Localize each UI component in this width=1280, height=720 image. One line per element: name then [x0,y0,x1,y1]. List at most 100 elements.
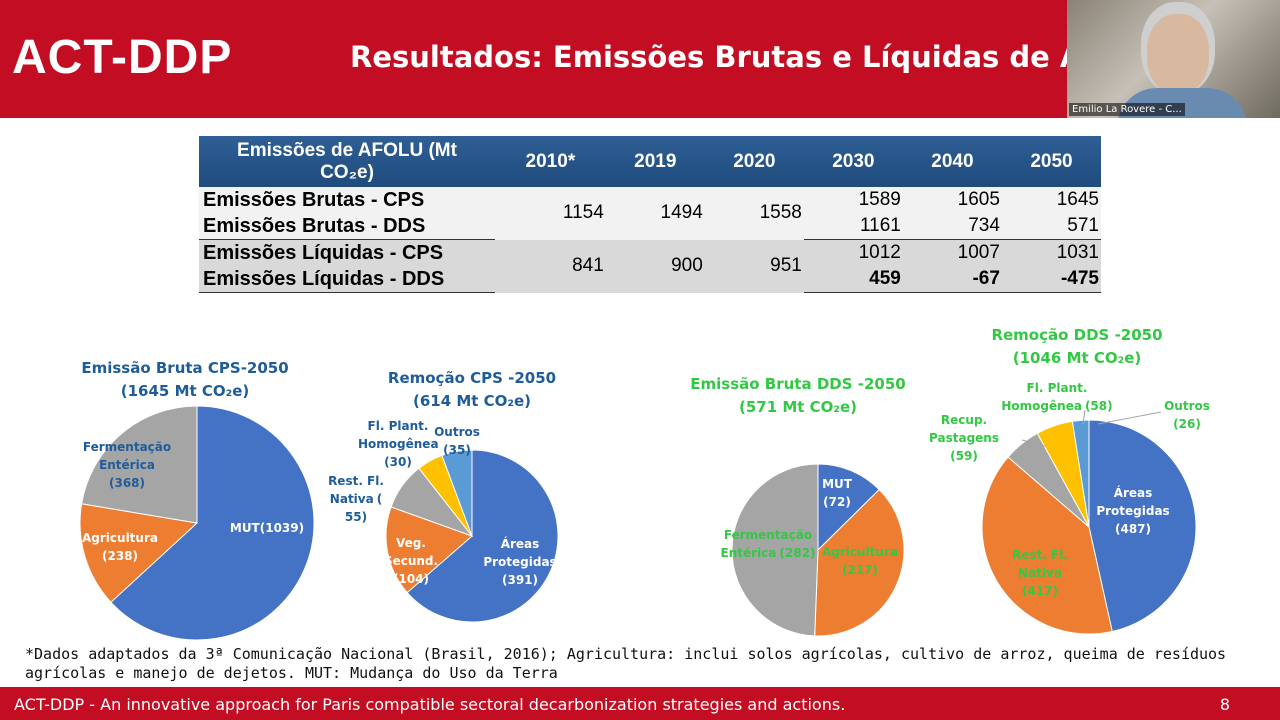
slide-title: Resultados: Emissões Brutas e Líquidas d… [350,40,1146,74]
pie-slice [814,488,905,637]
value-cell: 459 [803,266,903,293]
pie-slice [110,405,315,641]
footnote: *Dados adaptados da 3ª Comunicação Nacio… [25,645,1227,682]
value-cell: 951 [704,239,804,293]
row-label: Emissões Brutas - CPS [199,187,495,213]
slice-value: (282) [779,546,816,560]
row-label: Emissões Líquidas - DDS [199,266,495,293]
header-bar: ACT-DDP Resultados: Emissões Brutas e Lí… [0,0,1280,118]
slice-category: Fermentação Entérica [720,528,813,560]
header-cell: 2030 [803,136,903,187]
value-cell: 841 [495,239,606,293]
chart-title: Remoção DDS -2050 (1046 Mt CO₂e) [991,324,1162,370]
slice-value: (58) [1084,399,1113,413]
slice-value: (72) [823,495,851,509]
slice-label: Agricultura (238) [75,529,165,565]
pie-slice [731,463,819,637]
value-cell: 1494 [605,187,705,240]
table-row: Emissões Brutas - CPS 1154 1494 1558 1589 160… [199,187,1101,240]
pie-slice [79,503,199,603]
leader-line [1097,411,1162,425]
slice-value: (487) [1114,522,1152,536]
slice-label: Outros (35) [432,423,482,459]
slice-category: Fl. Plant. Homogênea [358,419,439,451]
slice-value: ( 55) [344,492,383,524]
slice-label: Áreas Protegidas (487) [1093,484,1173,538]
slice-value: (217) [841,563,879,577]
value-cell: 1154 [495,187,606,240]
table-row: Emissões Líquidas - DDS 459 -67 -475 [199,266,1101,293]
chart-title-line: Emissão Bruta CPS-2050 [81,359,289,377]
slice-value: (35) [443,443,471,457]
chart-title-line: Emissão Bruta DDS -2050 [690,375,906,393]
slice-label: Agricultura (217) [815,543,905,579]
slice-category: MUT [822,477,852,491]
slice-value: (238) [101,549,139,563]
row-label: Emissões Brutas - DDS [199,213,495,240]
table-row: Emissões Líquidas - CPS 841 900 951 1012 1007… [199,239,1101,293]
slice-category: MUT [229,521,260,535]
slice-label: Fermentação Entérica (368) [77,438,177,492]
chart-subtitle: (1046 Mt CO₂e) [1012,349,1142,367]
pie-slice [817,463,880,552]
slice-category: Outros [434,425,480,439]
table-row: Emissões Brutas - DDS 1161 734 571 [199,213,1101,240]
webcam-video: Emilio La Rovere - C... [1067,0,1280,118]
value-cell: 1012 [803,239,903,266]
header-cell: 2050 [1001,136,1101,187]
value-cell: 571 [1001,213,1101,240]
leader-line [1021,439,1046,447]
slice-label: Rest. Fl. Nativa (417) [1005,546,1075,600]
slice-label: Recup. Pastagens (59) [924,411,1004,465]
slice-label: Outros (26) [1157,397,1217,433]
slice-label: MUT(1039) [212,519,322,537]
slice-category: Outros [1164,399,1210,413]
header-cell: 2010* [495,136,606,187]
slice-label: MUT (72) [817,475,857,511]
slice-value: (391) [501,573,539,587]
page-number: 8 [1219,695,1230,714]
value-cell: 1645 [1001,187,1101,213]
slice-label: Veg. Secund. (104) [381,534,441,588]
header-cell: 2019 [605,136,705,187]
slice-value: (417) [1021,584,1059,598]
row-label: Emissões Líquidas - CPS [199,239,495,266]
header-row: Emissões de AFOLU (Mt CO₂e) 2010* 2019 2020… [199,136,1101,187]
slice-value: (59) [950,449,978,463]
slice-category: Rest. Fl. Nativa [328,474,384,506]
slice-label: Fermentação Entérica (282) [718,526,818,562]
slice-label: Rest. Fl. Nativa( 55) [321,472,391,526]
footer-text: ACT-DDP - An innovative approach for Par… [14,695,846,714]
slice-value: (1039) [259,521,305,535]
pie-slice [1071,419,1090,528]
slice-value: (104) [392,572,430,586]
slice-value: (368) [108,476,146,490]
chart-subtitle: (1645 Mt CO₂e) [120,382,250,400]
slice-label: Fl. Plant. Homogênea (30) [358,417,439,471]
value-cell: -475 [1001,266,1101,293]
value-cell: 1558 [704,187,804,240]
slice-category: Rest. Fl. Nativa [1012,548,1068,580]
value-cell: 1589 [803,187,903,213]
value-cell: -67 [902,266,1002,293]
value-cell: 734 [902,213,1002,240]
slice-value: (30) [384,455,412,469]
chart-subtitle: (571 Mt CO₂e) [738,398,858,416]
slice-label: Áreas Protegidas (391) [480,535,560,589]
pie-slice [81,405,198,524]
value-cell: 1605 [902,187,1002,213]
slice-category: Agricultura [822,545,898,559]
participant-name: Emilio La Rovere - C... [1069,103,1185,116]
chart-title-line: Remoção CPS -2050 [387,369,557,387]
slice-category: Recup. Pastagens [929,413,999,445]
pie-slice [981,456,1113,635]
emissions-table: Emissões de AFOLU (Mt CO₂e) 2010* 2019 2020… [199,136,1101,293]
chart-title: Emissão Bruta CPS-2050 (1645 Mt CO₂e) [81,357,288,403]
leader-line [1082,409,1086,425]
chart-subtitle: (614 Mt CO₂e) [412,392,532,410]
slice-category: Veg. Secund. [383,536,439,568]
chart-title: Emissão Bruta DDS -2050 (571 Mt CO₂e) [690,373,905,419]
pie-slice [441,449,473,537]
